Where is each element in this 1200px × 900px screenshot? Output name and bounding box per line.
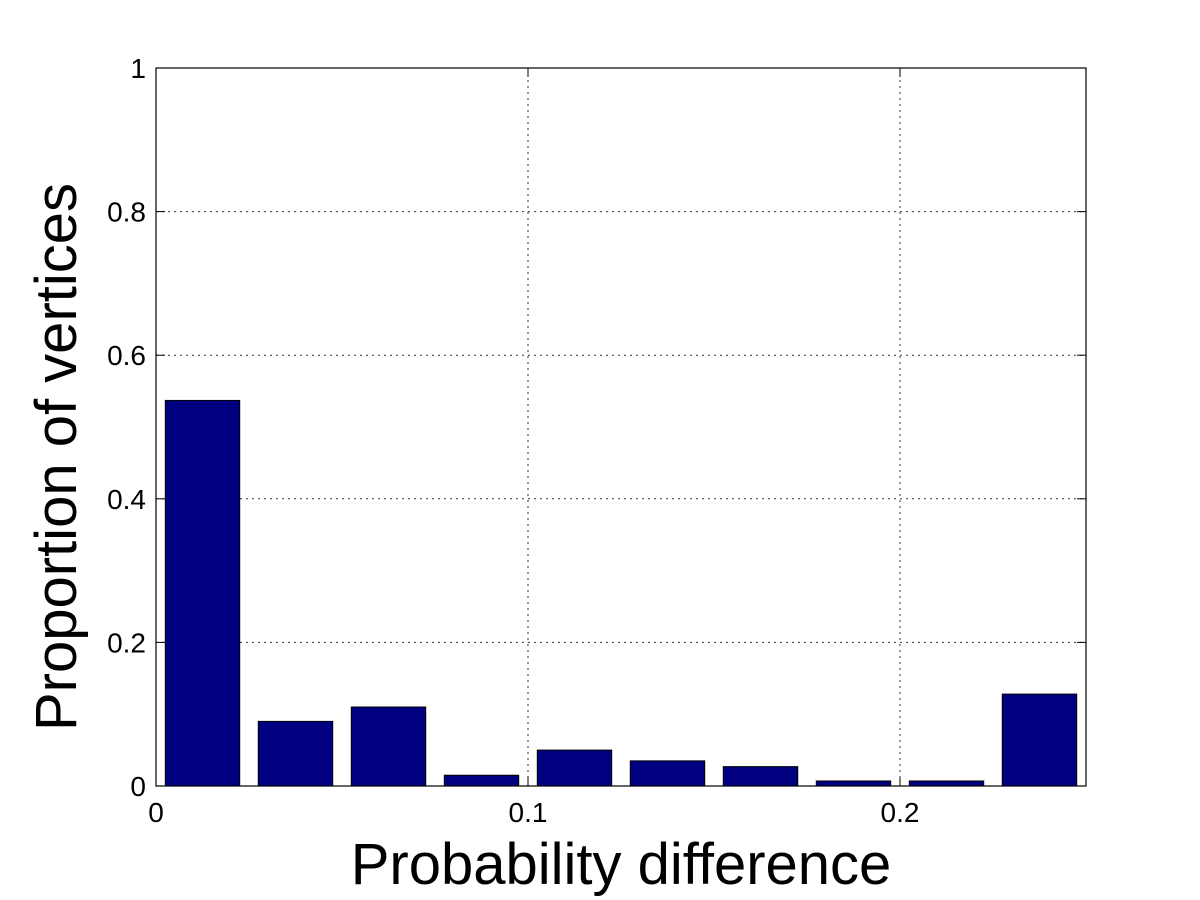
bar-5 [629,760,706,787]
y-tick-label-5: 1 [130,53,146,84]
y-tick-label-2: 0.4 [107,484,146,515]
x-tick-label-2: 0.2 [881,797,920,828]
y-axis-title: Proportion of vertices [24,183,89,731]
bar-9 [1001,693,1078,787]
bar-7 [815,780,892,787]
bar-1 [257,720,334,787]
bar-4 [536,749,613,787]
y-tick-label-3: 0.6 [107,340,146,371]
x-tick-labels: 0 0.1 0.2 [148,797,919,828]
bar-8 [908,780,985,787]
x-axis-title: Probability difference [351,832,892,897]
plot-frame [155,67,1087,787]
tick-marks [155,67,1086,787]
y-tick-labels: 0 0.2 0.4 0.6 0.8 1 [107,53,146,802]
y-tick-label-1: 0.2 [107,627,146,658]
x-tick-label-0: 0 [148,797,164,828]
bars [164,399,1078,787]
y-tick-label-0: 0 [130,771,146,802]
y-tick-label-4: 0.8 [107,197,146,228]
bar-6 [722,766,799,787]
bar-0 [164,399,241,787]
bar-3 [443,774,520,787]
grid-lines [156,68,1086,786]
bar-2 [350,706,427,787]
x-tick-label-1: 0.1 [509,797,548,828]
